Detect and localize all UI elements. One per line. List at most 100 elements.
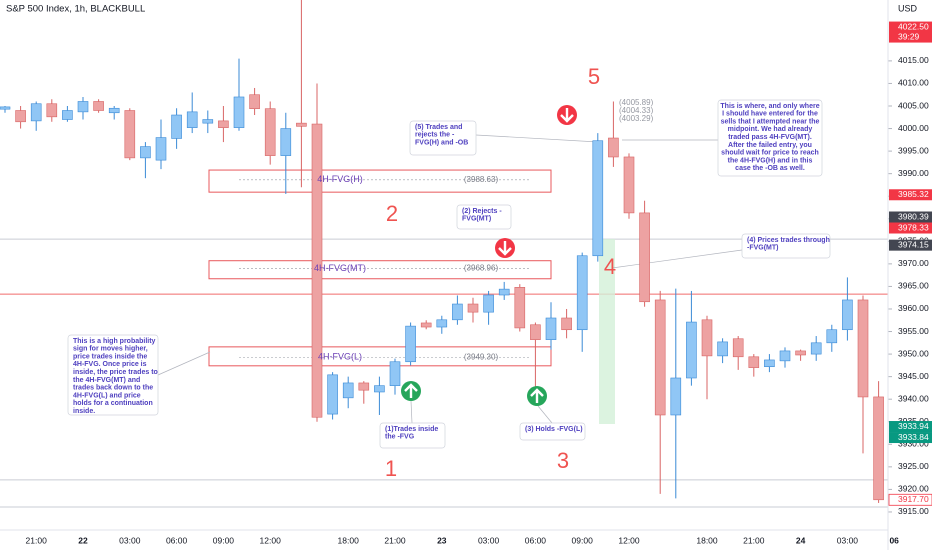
note-box: [717, 99, 823, 177]
arrow-down: [495, 238, 515, 258]
price-tag: [889, 239, 932, 251]
price-tag-label: 3933.94: [898, 421, 929, 431]
note-text: sign for moves higher,: [73, 346, 148, 353]
price-tag-label: 3917.70: [898, 494, 929, 504]
step-number: 4: [604, 254, 616, 279]
candle-body: [810, 342, 822, 355]
connector: [410, 400, 413, 424]
y-tick-label: 3995.00: [898, 145, 929, 155]
candle-body: [748, 356, 760, 368]
y-tick-label: 3965.00: [898, 281, 929, 291]
candle-body: [202, 119, 214, 124]
candle-body: [623, 156, 635, 214]
candle-body: [140, 146, 151, 159]
arrow-up: [401, 381, 421, 401]
note-text: I should have entered for the: [722, 111, 818, 118]
candle-body: [717, 341, 728, 357]
candle-body: [108, 107, 120, 114]
price-tag: [889, 189, 932, 201]
candle-body: [436, 319, 448, 328]
y-tick-label: 4010.00: [898, 78, 929, 88]
note-text: 4H-FVG. Once price is: [73, 361, 147, 368]
y-tick-label: 3940.00: [898, 393, 929, 403]
highlight-zone: [599, 239, 615, 424]
price-tag-label: 3974.15: [898, 239, 929, 249]
x-tick-label: 18:00: [696, 535, 718, 545]
y-tick-label: 3950.00: [898, 348, 929, 358]
y-tick-label: 3930.00: [898, 439, 929, 449]
candle-body: [826, 329, 838, 344]
x-tick-label: 22: [78, 535, 88, 545]
note-text: price trades inside the: [73, 353, 147, 360]
fvg-level-label: (3949.30): [464, 352, 499, 361]
note-text: the -FVG: [385, 434, 415, 441]
step-number: 5: [588, 64, 600, 89]
candle-body: [514, 287, 526, 329]
candle-body: [77, 101, 89, 113]
candle-body: [701, 319, 713, 357]
price-tag-label: 3985.32: [898, 189, 929, 199]
candle-body: [686, 321, 697, 379]
connector: [537, 405, 553, 424]
x-tick-label: 21:00: [743, 535, 765, 545]
y-tick-label: 3990.00: [898, 168, 929, 178]
x-tick-label: 06:00: [166, 535, 188, 545]
note-text: holds for a continuation: [73, 400, 153, 407]
price-tag-label: 3980.39: [898, 211, 929, 221]
note-text: (5) Trades and: [415, 124, 462, 131]
note-box: [519, 422, 586, 441]
note-text: This is where, and only where: [720, 103, 819, 110]
x-tick-label: 03:00: [119, 535, 141, 545]
fvg-label: 4H-FVG(H): [317, 174, 363, 184]
note-text: rejects the -: [415, 132, 455, 139]
candle-body: [779, 350, 791, 362]
fvg-label: 4H-FVG(L): [318, 352, 362, 362]
note-text: the 4H-FVG(MT) and: [73, 377, 140, 384]
candle-body: [358, 382, 370, 391]
price-tag: [889, 432, 932, 444]
y-tick-label: 3945.00: [898, 371, 929, 381]
x-tick-label: 12:00: [618, 535, 640, 545]
price-tag-countdown: 39:29: [898, 31, 920, 41]
candle-body: [873, 396, 884, 501]
arrow-up: [527, 386, 547, 406]
candle-body: [311, 123, 323, 418]
price-tag-label: 4022.50: [898, 21, 929, 31]
main-layer: [0, 0, 884, 503]
note-text: trades back down to the: [73, 385, 153, 392]
price-tag: [889, 222, 932, 234]
candle-body: [654, 299, 666, 416]
x-tick-label: 03:00: [837, 535, 859, 545]
note-text: (4) Prices trades through: [747, 237, 830, 244]
arrow-down: [557, 105, 577, 125]
candle-body: [857, 299, 869, 398]
candle-body: [280, 128, 292, 156]
y-tick-label: 3970.00: [898, 258, 929, 268]
candle-body: [732, 338, 744, 358]
fvg-level-label: (3988.63): [464, 175, 499, 184]
candle-body: [93, 101, 104, 111]
connector: [157, 351, 211, 376]
candle-body: [186, 111, 198, 128]
candle-body: [576, 255, 588, 331]
x-tick-label: 23: [437, 535, 447, 545]
back-layer: 3915.00 3920.00 3925.00 3930.00 3935.00 3940.…: [0, 55, 929, 516]
candle-body: [795, 350, 806, 356]
note-text: midpoint. We had already: [728, 126, 813, 133]
candle-body: [15, 110, 26, 123]
fvg-zone: [208, 169, 552, 193]
note-box: [741, 233, 831, 259]
candle-body: [249, 94, 260, 110]
candle-body: [264, 108, 276, 156]
candle-body: [764, 359, 775, 368]
candle-body: [561, 317, 572, 331]
candle-body: [592, 140, 604, 257]
note-text: FVG(MT): [462, 216, 491, 223]
y-tick-label: 4005.00: [898, 100, 929, 110]
x-tick-label: 06:00: [525, 535, 547, 545]
connector: [611, 249, 743, 269]
x-tick-label: 03:00: [478, 535, 500, 545]
step-number: 3: [557, 448, 569, 473]
fvg-zone: [208, 346, 552, 367]
